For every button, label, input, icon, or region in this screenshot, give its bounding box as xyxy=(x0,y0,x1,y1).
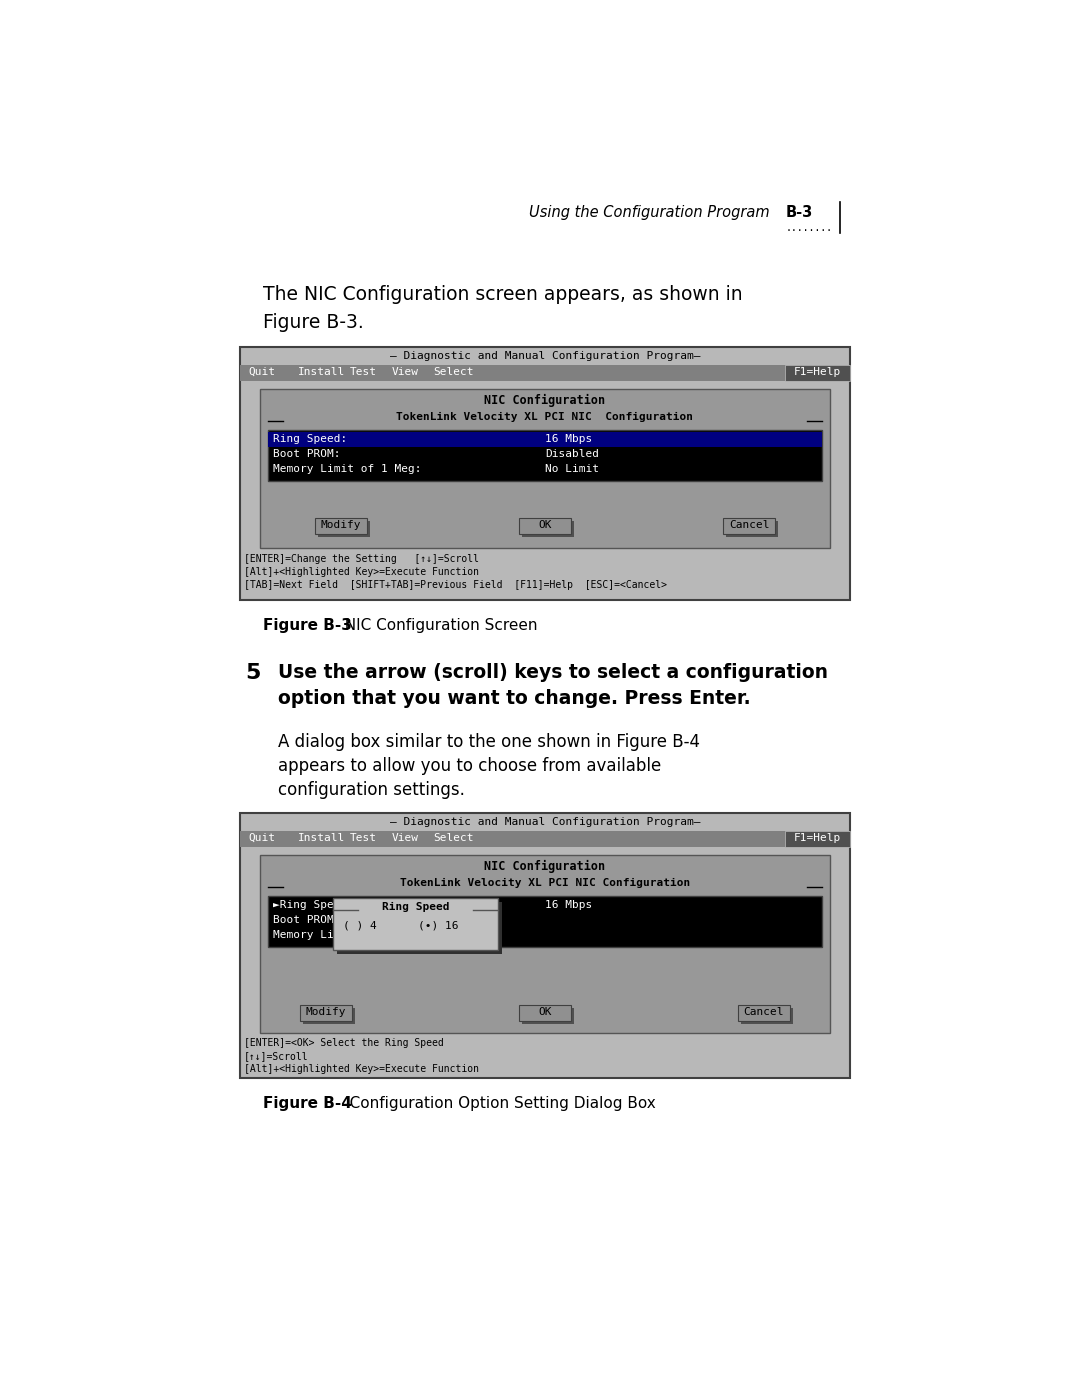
Text: — Diagnostic and Manual Configuration Program—: — Diagnostic and Manual Configuration Pr… xyxy=(390,351,700,360)
Text: View: View xyxy=(392,833,419,842)
Bar xyxy=(303,1009,355,1024)
Text: Memory Limit of 1 Meg:: Memory Limit of 1 Meg: xyxy=(273,464,421,474)
Bar xyxy=(337,902,502,954)
Text: ........: ........ xyxy=(786,224,833,233)
Bar xyxy=(268,432,822,447)
Bar xyxy=(522,1009,573,1024)
Text: Figure B-4: Figure B-4 xyxy=(264,1097,352,1111)
Text: TokenLink Velocity XL PCI NIC  Configuration: TokenLink Velocity XL PCI NIC Configurat… xyxy=(396,412,693,422)
Text: 16 Mbps: 16 Mbps xyxy=(545,434,592,444)
Text: Test: Test xyxy=(350,367,377,377)
Bar xyxy=(260,388,831,548)
Bar xyxy=(741,1009,793,1024)
Bar xyxy=(785,831,850,847)
Text: Ring Speed:: Ring Speed: xyxy=(273,434,348,444)
Text: TokenLink Velocity XL PCI NIC Configuration: TokenLink Velocity XL PCI NIC Configurat… xyxy=(400,877,690,888)
Text: Modify: Modify xyxy=(321,520,361,529)
Text: [ENTER]=<OK> Select the Ring Speed: [ENTER]=<OK> Select the Ring Speed xyxy=(244,1038,444,1048)
Text: Select: Select xyxy=(433,833,473,842)
Text: ►Ring Speed:: ►Ring Speed: xyxy=(273,900,354,909)
Text: [TAB]=Next Field  [SHIFT+TAB]=Previous Field  [F11]=Help  [ESC]=<Cancel>: [TAB]=Next Field [SHIFT+TAB]=Previous Fi… xyxy=(244,580,667,590)
Text: OK: OK xyxy=(538,1007,552,1017)
Text: Using the Configuration Program: Using the Configuration Program xyxy=(529,205,770,219)
Text: View: View xyxy=(392,367,419,377)
Text: Cancel: Cancel xyxy=(744,1007,784,1017)
Bar xyxy=(522,521,573,536)
Bar xyxy=(240,831,850,847)
Text: No Limit: No Limit xyxy=(545,464,599,474)
Bar xyxy=(726,521,778,536)
Bar xyxy=(240,346,850,599)
Text: (•) 16: (•) 16 xyxy=(418,921,459,930)
Text: option that you want to change. Press Enter.: option that you want to change. Press En… xyxy=(278,689,751,708)
Bar xyxy=(738,1004,789,1021)
Text: [ENTER]=Change the Setting   [↑↓]=Scroll: [ENTER]=Change the Setting [↑↓]=Scroll xyxy=(244,555,480,564)
Text: NIC Configuration Screen: NIC Configuration Screen xyxy=(335,617,538,633)
Text: Install: Install xyxy=(298,833,346,842)
Text: [Alt]+<Highlighted Key>=Execute Function: [Alt]+<Highlighted Key>=Execute Function xyxy=(244,1065,480,1074)
Bar xyxy=(240,813,850,1078)
Text: [Alt]+<Highlighted Key>=Execute Function: [Alt]+<Highlighted Key>=Execute Function xyxy=(244,567,480,577)
Text: Disabled: Disabled xyxy=(545,448,599,460)
Text: Ring Speed: Ring Speed xyxy=(381,902,449,912)
Text: The NIC Configuration screen appears, as shown in: The NIC Configuration screen appears, as… xyxy=(264,285,743,305)
Text: Modify: Modify xyxy=(306,1007,347,1017)
Text: Memory Limit: Memory Limit xyxy=(273,930,354,940)
Text: ( ) 4: ( ) 4 xyxy=(343,921,377,930)
Bar xyxy=(785,365,850,381)
Text: NIC Configuration: NIC Configuration xyxy=(485,861,606,873)
Text: NIC Configuration: NIC Configuration xyxy=(485,394,606,407)
Bar xyxy=(519,518,571,534)
Bar xyxy=(300,1004,352,1021)
Text: Select: Select xyxy=(433,367,473,377)
Text: Figure B-3.: Figure B-3. xyxy=(264,313,364,332)
Text: 16 Mbps: 16 Mbps xyxy=(545,900,592,909)
Text: Configuration Option Setting Dialog Box: Configuration Option Setting Dialog Box xyxy=(335,1097,656,1111)
Bar xyxy=(260,855,831,1032)
Text: appears to allow you to choose from available: appears to allow you to choose from avai… xyxy=(278,757,661,775)
Bar xyxy=(318,521,370,536)
Bar xyxy=(268,895,822,947)
Text: configuration settings.: configuration settings. xyxy=(278,781,464,799)
Bar xyxy=(723,518,775,534)
Text: B-3: B-3 xyxy=(786,205,813,219)
Bar xyxy=(240,365,850,381)
Bar xyxy=(333,898,498,950)
Text: Quit: Quit xyxy=(248,367,275,377)
Text: OK: OK xyxy=(538,520,552,529)
Text: A dialog box similar to the one shown in Figure B-4: A dialog box similar to the one shown in… xyxy=(278,733,700,752)
Text: Test: Test xyxy=(350,833,377,842)
Text: [↑↓]=Scroll: [↑↓]=Scroll xyxy=(244,1051,309,1060)
Text: — Diagnostic and Manual Configuration Program—: — Diagnostic and Manual Configuration Pr… xyxy=(390,817,700,827)
Text: Boot PROM:: Boot PROM: xyxy=(273,448,340,460)
Text: Install: Install xyxy=(298,367,346,377)
Text: Cancel: Cancel xyxy=(729,520,769,529)
Text: Quit: Quit xyxy=(248,833,275,842)
Text: F1=Help: F1=Help xyxy=(794,833,840,842)
Bar xyxy=(519,1004,571,1021)
Text: 5: 5 xyxy=(245,664,260,683)
Text: F1=Help: F1=Help xyxy=(794,367,840,377)
Text: Boot PROM:: Boot PROM: xyxy=(273,915,340,925)
Text: Use the arrow (scroll) keys to select a configuration: Use the arrow (scroll) keys to select a … xyxy=(278,664,828,682)
Text: Figure B-3: Figure B-3 xyxy=(264,617,352,633)
Bar xyxy=(315,518,367,534)
Bar xyxy=(268,430,822,481)
